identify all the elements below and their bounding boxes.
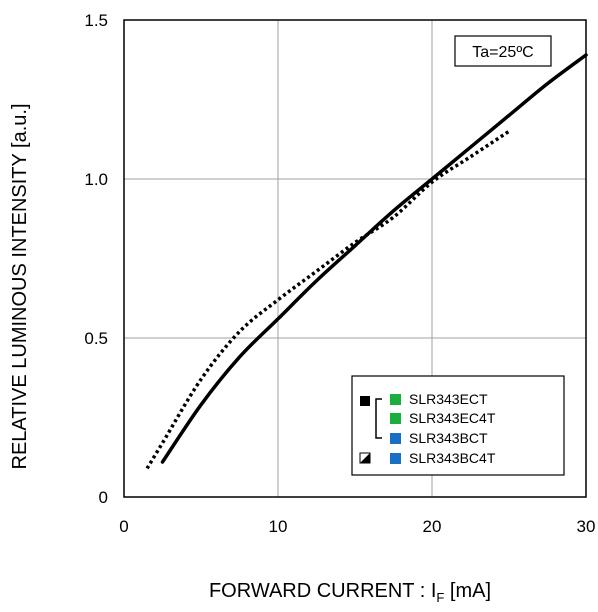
series-lines — [145, 53, 588, 470]
series-line-dotted — [145, 129, 510, 470]
legend: SLR343ECT SLR343EC4T SLR343BCT SLR343BC4T — [351, 375, 565, 476]
condition-box: Ta=25ºC — [454, 35, 552, 67]
x-axis-title-subscript: F — [436, 590, 444, 605]
legend-marker-half-fill — [360, 453, 370, 463]
legend-swatch — [390, 453, 401, 464]
y-tick-label: 1.5 — [84, 11, 108, 30]
legend-marker-solid — [360, 396, 370, 406]
condition-box-frame — [454, 35, 552, 67]
legend-item-label: SLR343EC4T — [409, 410, 496, 426]
x-axis-title: FORWARD CURRENT : IF [mA] — [209, 580, 491, 605]
x-tick-label: 30 — [577, 517, 596, 536]
x-tick-label: 10 — [269, 517, 288, 536]
plot-frame — [123, 19, 587, 498]
x-tick-label: 20 — [423, 517, 442, 536]
legend-swatch — [390, 394, 401, 405]
x-axis-title-unit: [mA] — [444, 580, 491, 602]
x-tick-label: 0 — [119, 517, 128, 536]
condition-label: Ta=25ºC — [472, 44, 533, 61]
legend-swatch — [390, 433, 401, 444]
tick-labels: 0 10 20 30 0 0.5 1.0 1.5 — [84, 11, 595, 536]
legend-item-label: SLR343ECT — [409, 391, 488, 407]
legend-swatch — [390, 413, 401, 424]
legend-frame — [351, 375, 565, 476]
y-tick-label: 0.5 — [84, 329, 108, 348]
y-tick-label: 0 — [99, 488, 108, 507]
y-axis-title: RELATIVE LUMINOUS INTENSITY [a.u.] — [9, 103, 31, 469]
y-tick-label: 1.0 — [84, 170, 108, 189]
x-axis-title-main: FORWARD CURRENT : I — [209, 580, 436, 602]
legend-item-label: SLR343BCT — [409, 430, 488, 446]
legend-bracket — [375, 398, 382, 439]
legend-item-label: SLR343BC4T — [409, 450, 496, 466]
